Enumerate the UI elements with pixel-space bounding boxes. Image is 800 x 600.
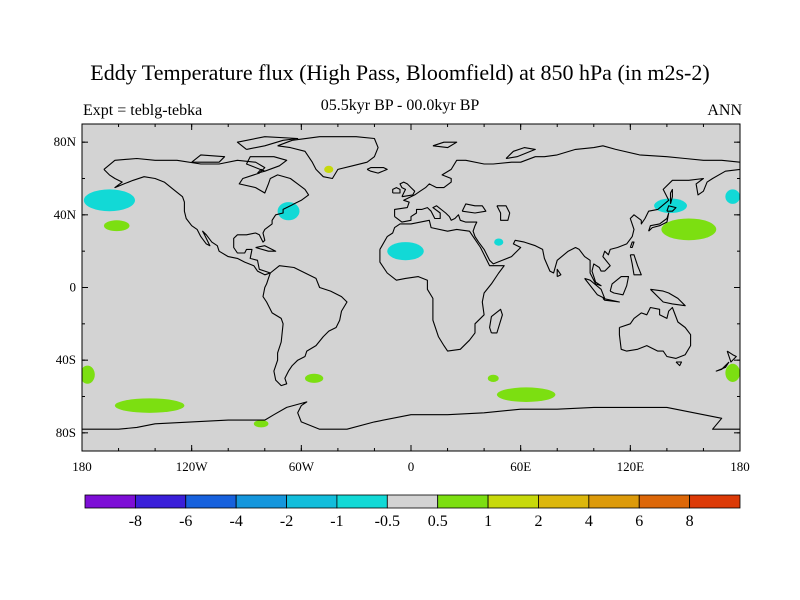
colorbar-label: -1 xyxy=(330,513,343,530)
coastline-philippines xyxy=(629,254,642,276)
colorbar-box xyxy=(437,494,489,509)
colorbar-box xyxy=(185,494,237,509)
coastline-new-zealand-south xyxy=(715,361,730,372)
coastline-black-sea xyxy=(461,203,487,214)
anomaly-east-asia-positive xyxy=(661,218,717,241)
colorbar-box xyxy=(689,494,741,509)
anomaly-north-atlantic-west-negative xyxy=(277,202,300,221)
colorbar-box xyxy=(286,494,338,509)
anomaly-red-sea-negative xyxy=(494,238,504,246)
y-tick-label: 40S xyxy=(56,352,76,367)
coastline-sumatra xyxy=(584,277,606,299)
coastline-greenland xyxy=(277,136,379,180)
anomaly-southern-indian-positive xyxy=(496,387,556,402)
anomaly-south-pacific-west-positive xyxy=(725,363,740,382)
anomaly-north-pacific-east-negative xyxy=(83,189,136,212)
coastline-taiwan xyxy=(629,241,635,249)
coastline-borneo xyxy=(609,276,630,296)
season-label: ANN xyxy=(707,102,742,119)
coastline-caspian-sea xyxy=(496,205,511,221)
anomaly-dateline-north-negative xyxy=(725,189,740,204)
coastline-victoria-island xyxy=(191,154,226,163)
colorbar-label: 0.5 xyxy=(428,513,448,530)
colorbar-box xyxy=(538,494,590,509)
coastline-novaya-zemlya xyxy=(505,147,536,160)
coastline-south-america xyxy=(262,265,348,387)
y-tick-label: 40N xyxy=(54,207,77,222)
y-tick-label: 80S xyxy=(56,425,76,440)
anomaly-south-pacific-east-positive xyxy=(82,365,95,384)
colorbar-box xyxy=(134,494,187,509)
coastline-iceland xyxy=(366,167,388,174)
colorbar-label: -6 xyxy=(179,513,192,530)
coastline-eurasia xyxy=(394,145,740,287)
anomaly-layer xyxy=(82,165,740,428)
anomaly-north-pacific-positive xyxy=(103,220,130,232)
coastline-antarctica xyxy=(82,401,740,430)
coastline-australia xyxy=(618,306,692,359)
map-background xyxy=(82,124,740,451)
colorbar: -8 -6 -4 -2 -1 -0.5 0.5 1 2 4 6 8 xyxy=(84,494,741,530)
x-tick-label: 60W xyxy=(289,459,315,474)
x-tick-label: 120W xyxy=(176,459,209,474)
colorbar-label: -0.5 xyxy=(375,513,400,530)
coastline-new-zealand-north xyxy=(726,350,737,363)
coastline-madagascar xyxy=(489,308,503,334)
coastline-baffin-island xyxy=(245,156,288,172)
x-tick-label: 120E xyxy=(617,459,645,474)
coastline-new-guinea xyxy=(650,288,686,307)
anomaly-drake-passage-positive xyxy=(304,373,324,383)
colorbar-label: -4 xyxy=(229,513,242,530)
coastline-tasmania xyxy=(675,361,683,367)
colorbar-label: 8 xyxy=(686,513,694,530)
colorbar-label: 1 xyxy=(484,513,492,530)
map-title: Eddy Temperature flux (High Pass, Bloomf… xyxy=(90,60,710,85)
colorbar-box xyxy=(386,494,439,509)
coastline-layer xyxy=(82,136,740,430)
y-tick-label: 0 xyxy=(70,280,77,295)
colorbar-box xyxy=(235,494,287,509)
coastline-ellesmere-island xyxy=(236,136,299,150)
coastline-japan xyxy=(648,212,670,232)
coastline-sri-lanka xyxy=(556,268,562,278)
colorbar-label: 2 xyxy=(534,513,542,530)
anomaly-atlantic-subtropic-negative xyxy=(387,242,424,261)
colorbar-label: 4 xyxy=(585,513,593,530)
colorbar-label: -2 xyxy=(280,513,293,530)
colorbar-box xyxy=(84,494,136,509)
coastline-uk xyxy=(399,181,416,198)
coastline-hokkaido xyxy=(666,205,677,212)
x-tick-label: 180 xyxy=(730,459,750,474)
colorbar-box xyxy=(638,494,691,509)
coastline-java xyxy=(602,297,620,303)
coastline-svalbard xyxy=(432,141,458,149)
experiment-label: Expt = teblg-tebka xyxy=(83,102,203,119)
x-tick-label: 180 xyxy=(72,459,92,474)
coastline-ireland xyxy=(392,187,401,194)
anomaly-antarctic-peninsula-positive xyxy=(253,420,269,428)
anomaly-greenland-positive xyxy=(324,165,334,174)
coastline-hudson-bay-islands xyxy=(257,168,266,174)
coastline-cuba xyxy=(255,245,277,252)
coastline-sakhalin xyxy=(669,188,673,205)
coastline-north-america xyxy=(103,157,310,276)
coastline-africa xyxy=(379,219,505,352)
axis-layer: 180 120W 60W 0 60E 120E 180 80N 40N 0 40S 80S xyxy=(54,124,750,474)
colorbar-label: -8 xyxy=(129,513,142,530)
y-tick-label: 80N xyxy=(54,134,77,149)
x-tick-label: 0 xyxy=(408,459,415,474)
anomaly-south-indian-small-positive xyxy=(487,374,499,382)
colorbar-box xyxy=(487,494,539,509)
colorbar-label: 6 xyxy=(635,513,643,530)
x-tick-label: 60E xyxy=(510,459,531,474)
period-label: 05.5kyr BP - 00.0kyr BP xyxy=(320,97,480,114)
colorbar-box xyxy=(336,494,388,509)
colorbar-box xyxy=(588,494,640,509)
anomaly-south-pacific-positive xyxy=(114,398,185,413)
